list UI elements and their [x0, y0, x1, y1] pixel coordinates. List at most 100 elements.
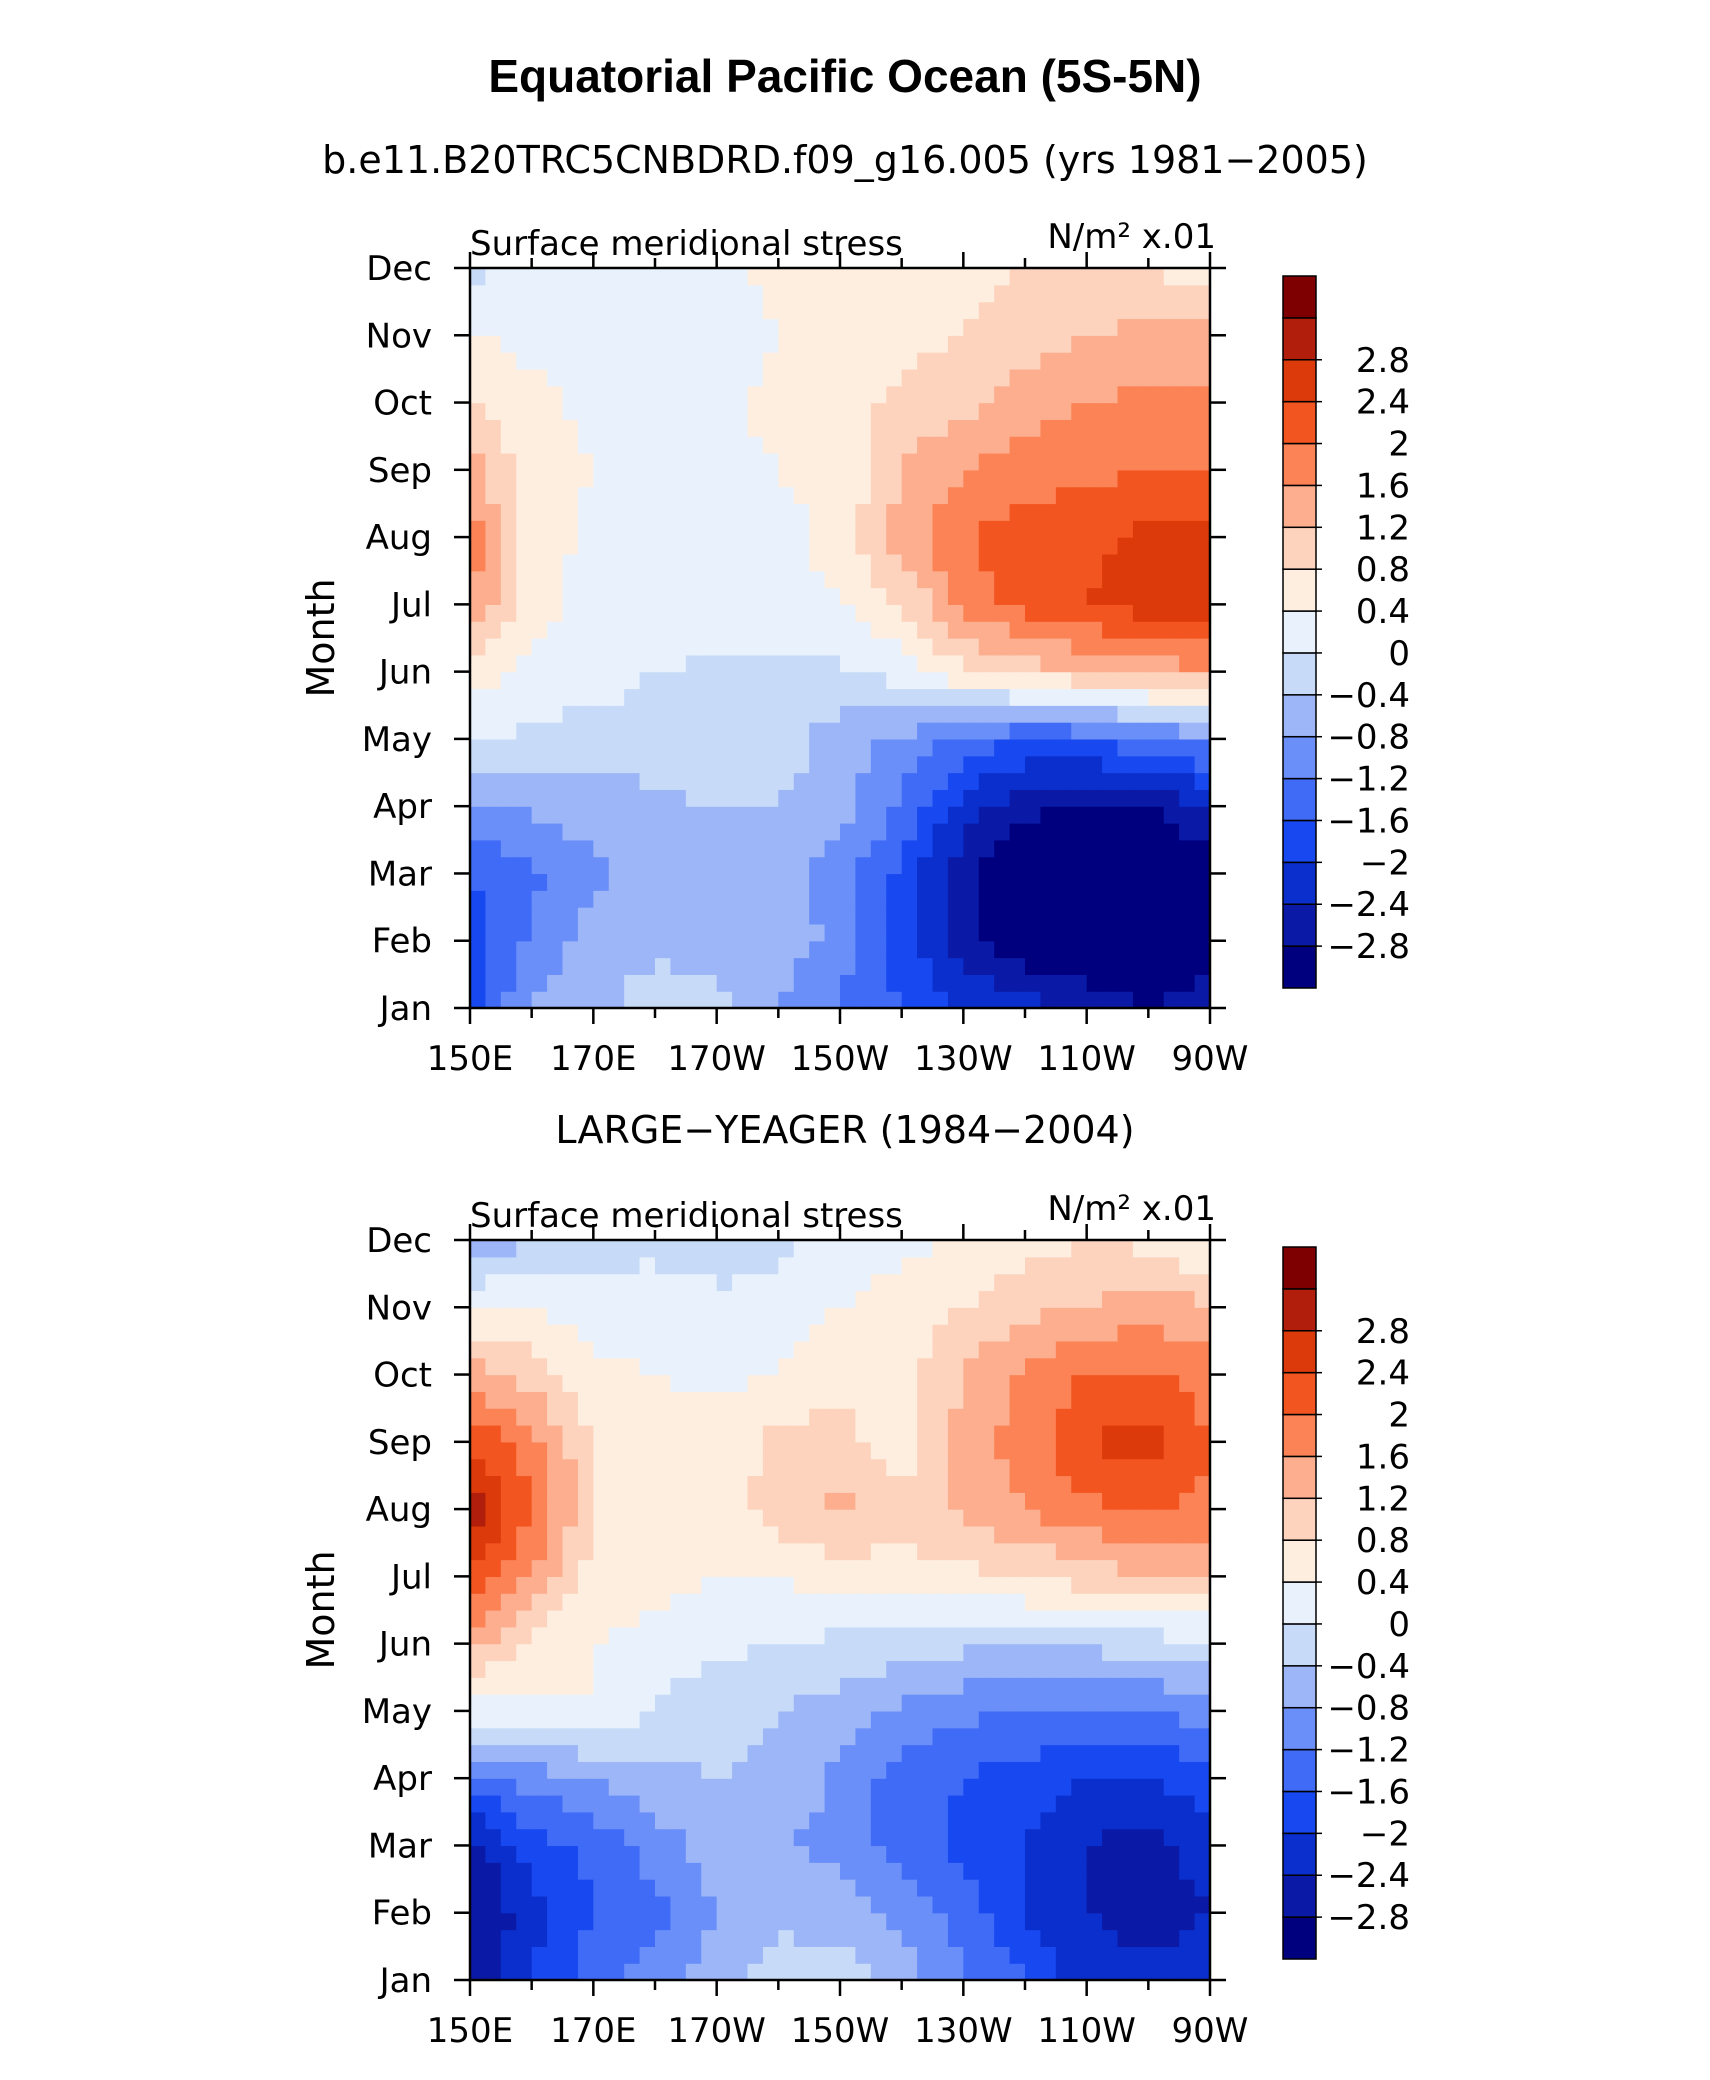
- field-cell: [1086, 1862, 1103, 1880]
- field-cell: [1163, 806, 1180, 824]
- field-cell: [762, 1677, 779, 1695]
- field-cell: [1194, 907, 1210, 925]
- field-cell: [531, 940, 548, 959]
- field-cell: [670, 1408, 687, 1426]
- field-cell: [593, 1643, 610, 1662]
- field-cell: [470, 688, 487, 706]
- field-cell: [577, 1946, 594, 1964]
- field-cell: [516, 705, 533, 723]
- field-cell: [1132, 923, 1149, 942]
- field-cell: [639, 1744, 656, 1762]
- field-cell: [886, 318, 903, 336]
- field-cell: [577, 957, 594, 975]
- field-cell: [639, 1458, 656, 1477]
- field-cell: [470, 368, 487, 387]
- field-cell: [747, 1895, 764, 1914]
- field-cell: [778, 873, 795, 891]
- field-cell: [1071, 923, 1088, 942]
- field-cell: [1071, 1256, 1088, 1275]
- field-cell: [809, 1727, 826, 1746]
- field-cell: [809, 839, 826, 858]
- field-cell: [1194, 1610, 1210, 1628]
- field-cell: [470, 1912, 487, 1931]
- field-cell: [685, 688, 702, 706]
- field-cell: [1040, 1811, 1057, 1830]
- field-cell: [901, 1912, 918, 1931]
- field-cell: [485, 621, 502, 639]
- field-cell: [1148, 537, 1165, 555]
- field-cell: [639, 1694, 656, 1712]
- field-cell: [1163, 1778, 1180, 1796]
- field-cell: [531, 1694, 548, 1712]
- field-cell: [932, 974, 949, 992]
- field-cell: [562, 604, 579, 622]
- field-cell: [608, 1929, 625, 1947]
- field-cell: [762, 1425, 779, 1443]
- field-cell: [1009, 1324, 1026, 1342]
- field-cell: [824, 1324, 841, 1342]
- field-cell: [685, 1357, 702, 1376]
- field-cell: [870, 503, 887, 521]
- field-cell: [886, 1357, 903, 1376]
- field-cell: [716, 1492, 733, 1510]
- field-cell: [685, 587, 702, 605]
- field-cell: [778, 1542, 795, 1561]
- field-cell: [701, 621, 718, 639]
- field-cell: [485, 654, 502, 673]
- field-cell: [932, 1778, 949, 1796]
- field-cell: [655, 1492, 672, 1510]
- field-cell: [762, 1240, 779, 1258]
- field-cell: [685, 1727, 702, 1746]
- field-cell: [1086, 1828, 1103, 1847]
- field-cell: [500, 1290, 517, 1308]
- field-cell: [963, 1475, 980, 1493]
- field-cell: [809, 1862, 826, 1880]
- field-cell: [963, 671, 980, 690]
- field-cell: [917, 1727, 934, 1746]
- colorbar-label: −0.4: [1327, 1647, 1410, 1687]
- field-cell: [562, 1324, 579, 1342]
- field-cell: [747, 991, 764, 1008]
- field-cell: [778, 268, 795, 286]
- field-cell: [1055, 873, 1072, 891]
- field-cell: [994, 839, 1011, 858]
- field-cell: [593, 1879, 610, 1897]
- field-cell: [716, 1727, 733, 1746]
- field-cell: [1009, 318, 1026, 336]
- field-cell: [470, 789, 487, 807]
- field-cell: [701, 1761, 718, 1779]
- field-cell: [593, 772, 610, 790]
- field-cell: [470, 621, 487, 639]
- field-cell: [855, 1307, 872, 1325]
- field-cell: [901, 1795, 918, 1813]
- field-cell: [809, 1593, 826, 1611]
- field-cell: [870, 1963, 887, 1980]
- field-cell: [624, 940, 641, 959]
- field-cell: [531, 772, 548, 790]
- field-cell: [1117, 738, 1134, 757]
- field-cell: [732, 1441, 749, 1460]
- field-cell: [994, 1929, 1011, 1947]
- field-cell: [917, 1795, 934, 1813]
- field-cell: [1086, 839, 1103, 858]
- field-cell: [500, 1492, 517, 1510]
- field-cell: [1009, 284, 1026, 303]
- field-cell: [886, 1425, 903, 1443]
- colorbar-swatch: [1282, 1581, 1317, 1625]
- field-cell: [1179, 1357, 1196, 1376]
- field-cell: [793, 570, 810, 589]
- field-cell: [1179, 974, 1196, 992]
- field-cell: [747, 436, 764, 454]
- field-cell: [901, 1778, 918, 1796]
- field-cell: [716, 1458, 733, 1477]
- field-cell: [1102, 705, 1119, 723]
- field-cell: [793, 839, 810, 858]
- field-cell: [1040, 520, 1057, 538]
- field-cell: [577, 335, 594, 353]
- field-cell: [577, 738, 594, 757]
- field-cell: [547, 654, 564, 673]
- field-cell: [1055, 1862, 1072, 1880]
- field-cell: [577, 772, 594, 790]
- field-cell: [1025, 654, 1042, 673]
- field-cell: [762, 1374, 779, 1392]
